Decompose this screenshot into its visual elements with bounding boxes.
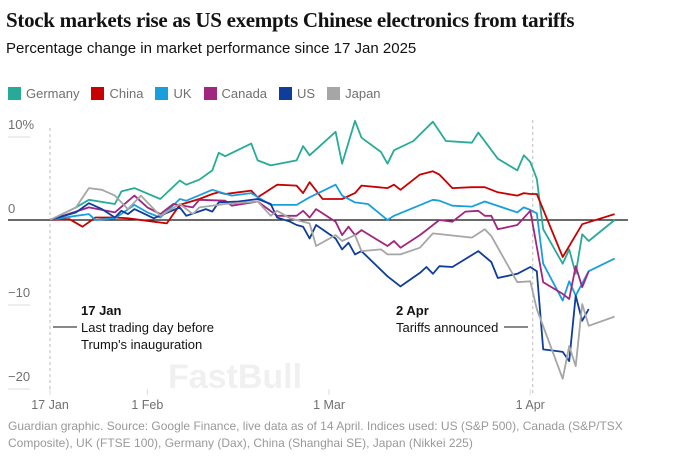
series-line-germany [49, 120, 616, 275]
series-line-us [49, 198, 590, 362]
x-tick-label: 1 Apr [516, 398, 545, 412]
legend-label: Canada [221, 86, 268, 101]
legend-swatch [155, 87, 169, 100]
legend-label: Japan [345, 86, 381, 101]
legend-swatch [279, 87, 293, 100]
series-line-uk [49, 183, 615, 302]
legend-item-japan: Japan [327, 86, 381, 101]
y-tick-label: −20 [8, 369, 30, 384]
chart-title: Stock markets rise as US exempts Chinese… [6, 8, 575, 32]
legend-swatch [203, 87, 217, 100]
y-tick-label: −10 [8, 285, 30, 300]
annotation-text-2-apr: Tariffs announced [396, 320, 498, 335]
chart-subtitle: Percentage change in market performance … [6, 40, 417, 57]
annotation-heading-17-jan: 17 Jan [81, 303, 122, 318]
series-line-canada [49, 194, 590, 300]
legend-label: UK [173, 86, 192, 101]
annotation-text-17-jan: Trump's inauguration [81, 337, 202, 352]
legend-item-canada: Canada [203, 86, 268, 101]
legend-item-germany: Germany [8, 86, 79, 101]
x-tick-label: 1 Mar [313, 398, 345, 412]
legend-item-us: US [279, 86, 315, 101]
series-line-china [49, 170, 615, 258]
legend-swatch [8, 87, 21, 100]
x-tick-label: 17 Jan [31, 398, 69, 412]
annotation-heading-2-apr: 2 Apr [396, 303, 429, 318]
legend-label: China [109, 86, 144, 101]
legend-swatch [91, 87, 105, 100]
series-line-japan [49, 187, 615, 380]
legend-swatch [327, 87, 341, 100]
source-footer: Guardian graphic. Source: Google Finance… [8, 419, 623, 450]
annotation-text-17-jan: Last trading day before [81, 320, 214, 335]
y-tick-label: 10% [8, 117, 34, 132]
legend-item-china: China [91, 86, 143, 101]
x-tick-label: 1 Feb [131, 398, 163, 412]
y-tick-label: 0 [8, 201, 15, 216]
legend: Germany China UK Canada US Japan [8, 86, 381, 101]
watermark: FastBull [168, 358, 302, 396]
legend-label: Germany [26, 86, 80, 101]
legend-label: US [297, 86, 316, 101]
legend-item-uk: UK [155, 86, 192, 101]
